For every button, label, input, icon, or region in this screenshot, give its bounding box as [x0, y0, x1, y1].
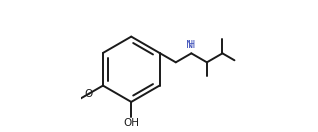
- Text: O: O: [84, 89, 92, 99]
- Text: N: N: [186, 40, 193, 50]
- Text: H: H: [188, 40, 195, 50]
- Text: OH: OH: [123, 118, 139, 128]
